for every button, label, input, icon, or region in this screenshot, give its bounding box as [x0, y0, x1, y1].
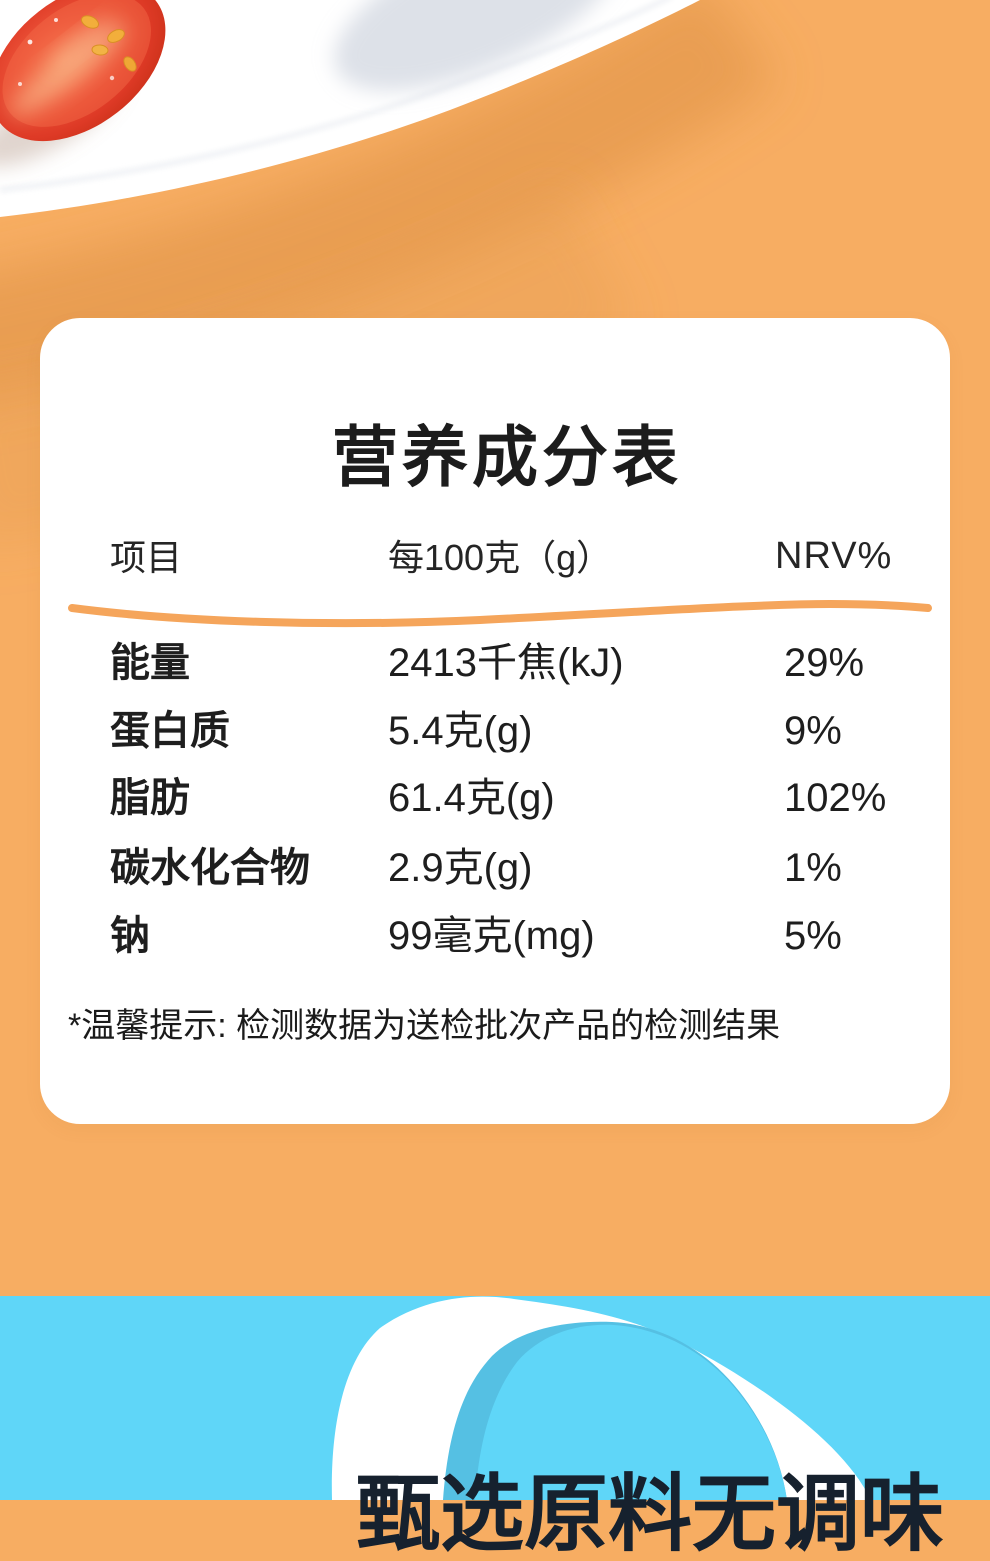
- row-label: 能量: [110, 641, 190, 685]
- bottom-banner: [0, 1296, 990, 1500]
- zero-shape: [0, 1296, 990, 1500]
- nutrition-footnote: *温馨提示: 检测数据为送检批次产品的检测结果: [68, 1007, 781, 1045]
- row-nrv: 5%: [784, 914, 842, 958]
- row-nrv: 1%: [784, 846, 842, 890]
- row-label: 碳水化合物: [110, 846, 310, 890]
- row-value: 99毫克(mg): [388, 914, 595, 958]
- row-value: 2.9克(g): [388, 846, 533, 890]
- row-label: 钠: [110, 914, 150, 958]
- zero-inner-fill: [475, 1324, 787, 1500]
- table-row: 蛋白质 5.4克(g) 9%: [0, 706, 990, 756]
- table-row: 脂肪 61.4克(g) 102%: [0, 773, 990, 823]
- row-label: 脂肪: [110, 776, 190, 820]
- column-header-per100g: 每100克（g）: [388, 537, 613, 578]
- row-nrv: 102%: [784, 776, 887, 820]
- table-divider-line: [68, 599, 932, 628]
- row-label: 蛋白质: [110, 709, 230, 753]
- table-row: 钠 99毫克(mg) 5%: [0, 911, 990, 961]
- nutrition-card-title: 营养成分表: [332, 420, 682, 494]
- tomato-image: [0, 0, 166, 167]
- plate-shadow: [0, 0, 779, 400]
- plate-surface-shadow: [334, 0, 622, 91]
- column-header-nrv: NRV%: [775, 535, 893, 577]
- bottom-slogan: 甄选原料无调味: [356, 1467, 945, 1561]
- row-nrv: 9%: [784, 709, 842, 753]
- row-value: 5.4克(g): [388, 709, 533, 753]
- tomato-seeds: [80, 15, 137, 72]
- nutrition-card: [40, 318, 950, 1124]
- column-header-item: 项目: [110, 537, 183, 578]
- plate-rim-line: [0, 0, 669, 192]
- row-value: 2413千焦(kJ): [388, 641, 624, 685]
- row-value: 61.4克(g): [388, 776, 555, 820]
- table-row: 能量 2413千焦(kJ) 29%: [0, 638, 990, 688]
- row-nrv: 29%: [784, 641, 865, 685]
- table-row: 碳水化合物 2.9克(g) 1%: [0, 843, 990, 893]
